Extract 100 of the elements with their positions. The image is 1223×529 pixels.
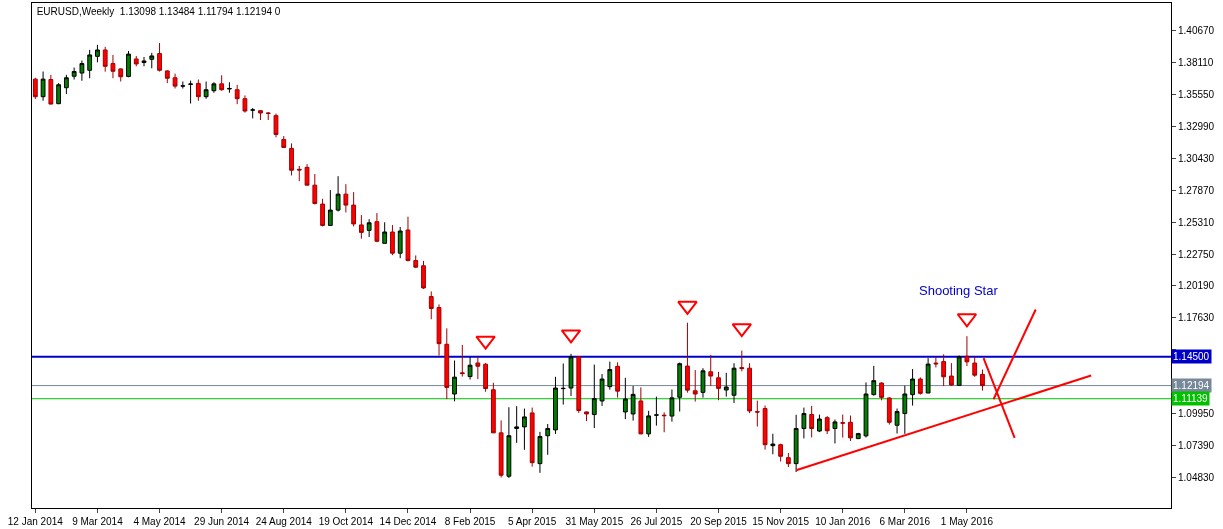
- candlestick: [522, 408, 527, 451]
- candlestick: [778, 443, 784, 463]
- candlestick: [374, 212, 380, 243]
- x-tick-label: 9 Mar 2014: [72, 516, 124, 527]
- x-tick-label: 14 Dec 2014: [379, 516, 437, 527]
- candlestick: [801, 407, 807, 439]
- candlestick: [467, 356, 473, 381]
- candlestick: [638, 386, 644, 435]
- candlestick: [731, 362, 737, 404]
- candlestick: [320, 198, 325, 227]
- candlestick: [824, 415, 830, 435]
- candlestick: [164, 69, 170, 84]
- candlestick: [584, 411, 589, 422]
- candlestick: [949, 362, 954, 387]
- x-tick-label: 24 Aug 2014: [255, 516, 313, 527]
- candlestick: [234, 84, 240, 105]
- candlestick: [661, 411, 667, 433]
- candlestick: [195, 79, 201, 102]
- candlestick: [910, 368, 915, 407]
- candlestick: [894, 408, 900, 434]
- candlestick: [545, 423, 551, 456]
- candlestick: [382, 221, 388, 244]
- y-tick-label: 1.35550: [1178, 89, 1215, 101]
- candlestick: [514, 405, 520, 444]
- candlestick: [630, 385, 636, 422]
- candlestick: [118, 67, 124, 82]
- candlestick: [79, 60, 85, 82]
- candlestick: [568, 353, 574, 397]
- candlestick: [405, 216, 411, 262]
- x-tick-label: 20 Sep 2015: [690, 516, 748, 527]
- point: [677, 300, 698, 315]
- candlestick: [607, 361, 613, 391]
- candlestick: [452, 359, 457, 402]
- candlestick: [793, 414, 799, 473]
- candlestick: [560, 362, 566, 406]
- candlestick: [219, 74, 225, 92]
- candlestick: [490, 382, 496, 434]
- candlestick: [56, 82, 62, 105]
- candlestick: [848, 415, 853, 442]
- candlestick: [304, 163, 310, 186]
- candlestick: [917, 376, 923, 396]
- point: [475, 335, 496, 350]
- x-tick-label: 29 Jun 2014: [194, 516, 250, 527]
- candlestick: [258, 110, 263, 121]
- candlestick: [498, 419, 504, 479]
- candlestick: [397, 226, 403, 259]
- candlestick: [242, 94, 248, 114]
- candlestick: [863, 381, 869, 438]
- candlestick: [87, 49, 93, 79]
- y-tick-label: 1.17630: [1178, 312, 1215, 324]
- candlestick: [576, 355, 582, 414]
- candlestick: [40, 71, 46, 102]
- x-tick-label: 5 Apr 2015: [507, 516, 557, 527]
- candlestick: [172, 73, 178, 89]
- candlestick: [343, 183, 349, 213]
- candlestick: [390, 224, 395, 256]
- y-tick-label: 1.38110: [1178, 57, 1214, 69]
- candlestick: [654, 396, 659, 427]
- candlestick: [296, 165, 302, 182]
- candlestick: [102, 46, 108, 73]
- candlestick: [669, 389, 675, 423]
- candlestick: [227, 81, 232, 94]
- x-tick-label: 26 Jul 2015: [630, 516, 683, 527]
- candlestick: [762, 405, 768, 451]
- candlestick: [879, 381, 884, 401]
- candlestick: [599, 373, 605, 407]
- candlestick: [739, 350, 745, 372]
- candlestick: [95, 44, 100, 63]
- x-tick-label: 10 Jan 2016: [815, 516, 871, 527]
- x-tick-label: 31 May 2015: [565, 516, 624, 527]
- candlestick: [133, 55, 139, 67]
- candlestick: [716, 371, 721, 401]
- candlestick: [809, 405, 815, 438]
- candlestick: [933, 356, 939, 368]
- candlestick: [700, 367, 706, 399]
- candlestick: [941, 353, 947, 387]
- candlestick: [265, 111, 271, 121]
- candlestick: [902, 385, 908, 435]
- candlestick: [459, 344, 465, 378]
- candlestick: [71, 67, 77, 80]
- candlestick: [351, 191, 357, 227]
- ref-line-label: 1.12194: [1173, 380, 1210, 391]
- candlestick: [956, 354, 962, 386]
- x-tick-label: 15 Nov 2015: [752, 516, 810, 527]
- candlestick: [972, 356, 978, 378]
- candlestick: [754, 400, 760, 428]
- chart-title: EURUSD,Weekly 1.13098 1.13484 1.11794 1.12194 0: [36, 5, 281, 17]
- y-tick-label: 1.09950: [1178, 408, 1215, 420]
- candlestick: [444, 327, 450, 400]
- candlestick: [529, 407, 535, 468]
- candlestick: [537, 431, 543, 474]
- candlestick: [203, 81, 209, 100]
- candlestick: [886, 396, 892, 426]
- candlestick: [840, 414, 846, 439]
- candlestick: [149, 52, 155, 69]
- candlestick: [413, 254, 419, 269]
- candlestick: [685, 322, 690, 394]
- candlestick: [273, 113, 279, 138]
- candlestick: [832, 419, 838, 444]
- candlestick: [421, 260, 426, 290]
